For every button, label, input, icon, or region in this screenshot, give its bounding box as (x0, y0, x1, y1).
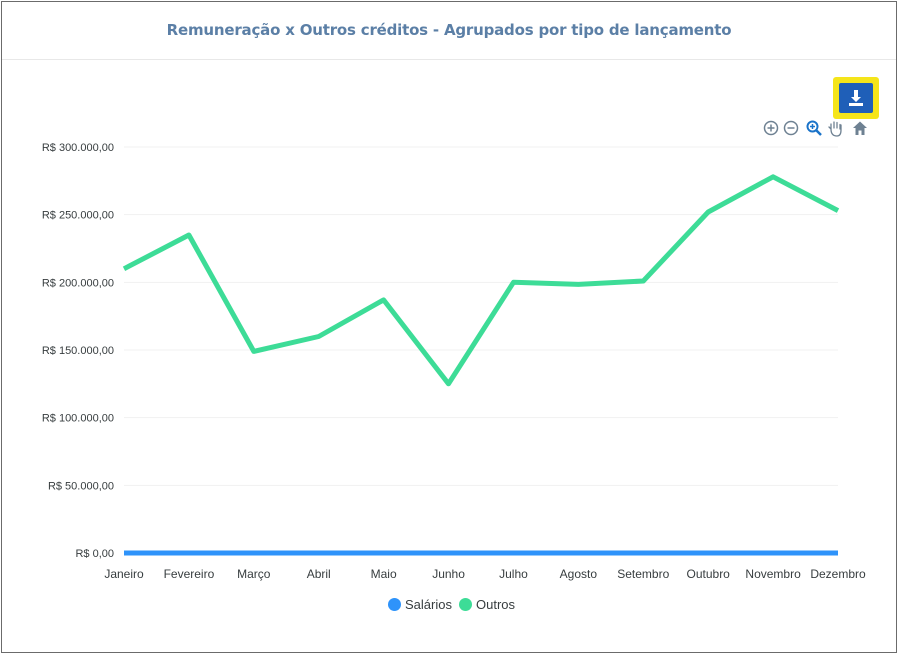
y-tick-label: R$ 300.000,00 (42, 142, 114, 154)
chart-title: Remuneração x Outros créditos - Agrupado… (166, 21, 732, 39)
legend-item-outros[interactable]: Outros (459, 594, 515, 614)
y-tick-label: R$ 250.000,00 (42, 210, 114, 222)
x-tick-label: Maio (371, 567, 397, 581)
download-button[interactable] (839, 83, 873, 113)
x-tick-label: Novembro (745, 567, 801, 581)
x-tick-label: Abril (307, 567, 331, 581)
download-highlight (833, 77, 879, 119)
x-tick-label: Junho (432, 567, 465, 581)
chart-legend: Salários Outros (0, 594, 900, 614)
x-tick-label: Outubro (687, 567, 731, 581)
series-line-outros (122, 174, 840, 387)
x-tick-label: Setembro (617, 567, 669, 581)
y-tick-label: R$ 50.000,00 (48, 480, 114, 492)
download-icon (849, 90, 863, 106)
y-tick-label: R$ 150.000,00 (42, 345, 114, 357)
zoom-in-icon[interactable] (762, 119, 780, 137)
x-tick-label: Julho (499, 567, 528, 581)
legend-item-salarios[interactable]: Salários (388, 594, 452, 614)
legend-label: Outros (476, 596, 516, 612)
pan-hand-icon[interactable] (826, 119, 844, 137)
legend-label: Salários (405, 596, 452, 612)
zoom-selection-icon[interactable] (805, 119, 823, 137)
zoom-out-icon[interactable] (782, 119, 800, 137)
x-tick-label: Fevereiro (164, 567, 215, 581)
y-tick-label: R$ 100.000,00 (42, 413, 114, 425)
y-tick-label: R$ 200.000,00 (42, 277, 114, 289)
x-tick-label: Março (237, 567, 271, 581)
x-tick-label: Janeiro (104, 567, 144, 581)
legend-marker (388, 597, 401, 611)
y-tick-label: R$ 0,00 (75, 548, 114, 560)
legend-marker (459, 597, 472, 611)
chart-header: Remuneração x Outros créditos - Agrupado… (2, 2, 896, 60)
reset-home-icon[interactable] (851, 119, 869, 137)
x-tick-label: Agosto (560, 567, 598, 581)
x-tick-label: Dezembro (810, 567, 866, 581)
